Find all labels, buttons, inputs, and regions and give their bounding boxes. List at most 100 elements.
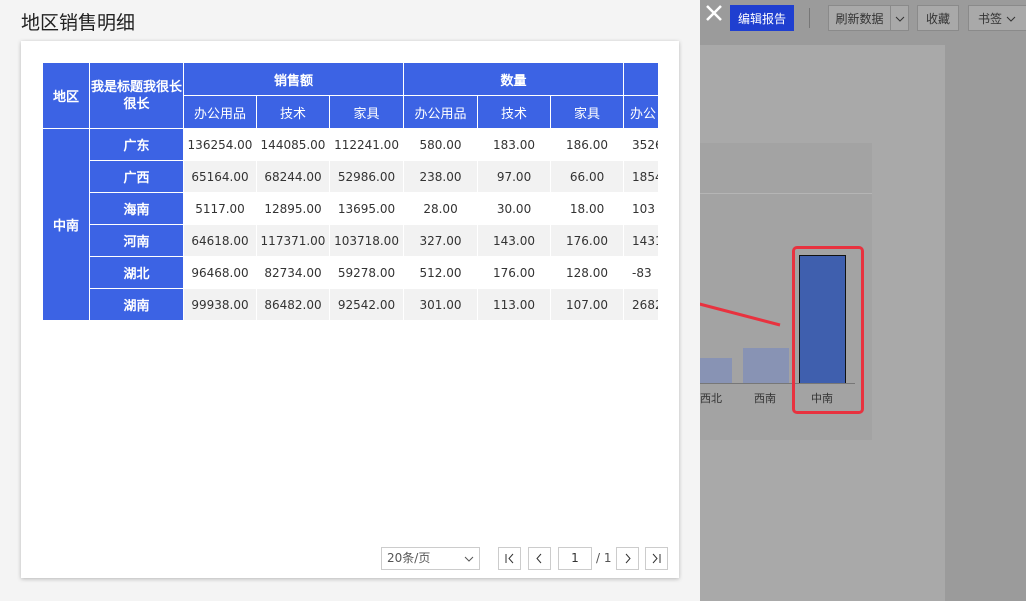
header-cell: 我是标题我很长很长 <box>89 62 184 129</box>
value-cell: 12895.00 <box>264 201 322 216</box>
column-header: 技术 <box>477 95 552 129</box>
value-cell: 1854 <box>623 160 658 193</box>
value-cell: 3526 <box>632 137 658 152</box>
data-row: 河南 64618.00 117371.00 103718.00 327.00 143.00… <box>43 224 658 257</box>
dialog: 地区销售明细 地区 我是标题我很长很长 销售额 数量 办公用品 技术 家具 办公用品 技术 家具办… <box>0 0 700 601</box>
value-cell: 68244.00 <box>256 160 330 193</box>
value-cell: 82734.00 <box>264 265 322 280</box>
bar <box>743 348 789 383</box>
column-header: 家具 <box>328 95 405 129</box>
chevron <box>1006 16 1016 22</box>
category-label: 西北 <box>700 392 722 405</box>
value-cell: 13695.00 <box>337 201 396 216</box>
value-cell: 65164.00 <box>183 160 257 193</box>
value-cell: 99938.00 <box>183 288 257 320</box>
value-cell: 86482.00 <box>256 288 330 320</box>
refresh-button[interactable]: 刷新数据 <box>828 5 891 31</box>
page-size-label: 20条/页 <box>387 551 431 565</box>
group-header: 销售额 <box>182 62 405 96</box>
header-cell: 地区 <box>42 62 90 129</box>
value-cell: 327.00 <box>403 224 478 257</box>
value-cell: 176.00 <box>550 224 624 257</box>
column-header: 办公用品 <box>183 95 257 129</box>
data-row: 湖北 96468.00 82734.00 59278.00 512.00 176.00 12… <box>43 256 659 289</box>
divider <box>700 193 872 194</box>
next-page-button[interactable] <box>616 547 639 570</box>
header-row: 地区 我是标题我很长很长 销售额 数量 <box>42 62 658 129</box>
group-header <box>623 62 658 96</box>
value-cell: 117371.00 <box>256 224 330 257</box>
data-table: 地区 我是标题我很长很长 销售额 数量 办公用品 技术 家具 办公用品 技术 家具 办公 中南 广东 13… <box>42 62 658 320</box>
column-header: 家具 <box>550 95 625 129</box>
group-header: 数量 <box>403 62 625 96</box>
value-cell: 30.00 <box>496 201 532 216</box>
value-cell: 92542.00 <box>329 288 404 320</box>
card: 地区 我是标题我很长很长 销售额 数量 办公用品 技术 家具 办公用品 技术 家具 办公 中南 广东 13… <box>21 41 679 578</box>
category-label: 西南 <box>754 392 776 405</box>
value-cell: 113.00 <box>477 288 551 320</box>
highlight-box <box>792 246 864 414</box>
value-cell: 59278.00 <box>337 265 396 280</box>
refresh-dropdown[interactable] <box>890 5 909 31</box>
bookmark-label: 书签 <box>978 12 1003 26</box>
table-container: 地区 我是标题我很长很长 销售额 数量 办公用品 技术 家具 办公用品 技术 家具 办公 中南 广东 13… <box>42 62 658 320</box>
province-cell: 河南 <box>89 224 184 257</box>
value-cell: 97.00 <box>477 160 551 193</box>
bar-highlighted <box>799 255 846 384</box>
value-cell: 301.00 <box>403 288 478 320</box>
bar <box>700 358 732 383</box>
value-cell: 176.00 <box>493 265 536 280</box>
page-total: / 1 <box>596 551 612 565</box>
edit-report-button[interactable]: 编辑报告 <box>730 5 794 31</box>
value-cell: 136254.00 <box>187 137 253 152</box>
header-row: 办公用品 技术 家具 办公用品 技术 家具 办公 <box>43 95 658 129</box>
data-row: 广西 65164.00 68244.00 52986.00 238.00 97.00 66.… <box>43 160 658 193</box>
value-cell: 183.00 <box>493 137 536 152</box>
column-header: 技术 <box>256 95 330 129</box>
value-cell: 144085.00 <box>260 137 326 152</box>
value-cell: 512.00 <box>419 265 462 280</box>
value-cell: 103 <box>632 201 655 216</box>
value-cell: 186.00 <box>566 137 609 152</box>
value-cell: 18.00 <box>569 201 605 216</box>
bookmark-button[interactable]: 书签 <box>968 5 1026 31</box>
value-cell: 103718.00 <box>329 224 404 257</box>
province-cell: 广西 <box>89 160 184 193</box>
page-input[interactable]: 1 <box>558 547 592 570</box>
region-cell: 中南 <box>42 128 90 320</box>
value-cell: 238.00 <box>403 160 478 193</box>
province-cell: 湖南 <box>89 288 184 320</box>
value-cell: 5117.00 <box>195 201 245 216</box>
data-row: 湖南 99938.00 86482.00 92542.00 301.00 113.00 10… <box>43 288 658 320</box>
value-cell: 107.00 <box>550 288 624 320</box>
value-cell: 112241.00 <box>334 137 399 152</box>
value-cell: 143.00 <box>477 224 551 257</box>
first-page-button[interactable] <box>498 547 521 570</box>
chevron <box>464 556 474 562</box>
value-cell: 128.00 <box>566 265 609 280</box>
value-cell: 28.00 <box>423 201 458 216</box>
data-row: 海南 5117.00 12895.00 13695.00 28.00 30.00 18.00… <box>43 192 659 225</box>
province-cell: 湖北 <box>89 256 184 289</box>
chevron <box>895 16 904 22</box>
column-header: 办公用品 <box>403 95 479 129</box>
close-button[interactable] <box>704 3 724 23</box>
arrow-line <box>687 299 781 327</box>
favorite-button[interactable]: 收藏 <box>917 5 959 31</box>
last-page-button[interactable] <box>645 547 668 570</box>
value-cell: 64618.00 <box>183 224 257 257</box>
page-size-select[interactable]: 20条/页 <box>381 547 480 570</box>
separator <box>809 8 810 28</box>
value-cell: 52986.00 <box>329 160 404 193</box>
value-cell: 66.00 <box>550 160 624 193</box>
dialog-title: 地区销售明细 <box>21 12 136 34</box>
category-label: 中南 <box>811 392 833 405</box>
column-header: 办公 <box>623 95 658 129</box>
axis-line <box>700 383 855 384</box>
value-cell: 580.00 <box>419 137 462 152</box>
prev-page-button[interactable] <box>528 547 551 570</box>
province-cell: 广东 <box>89 128 184 161</box>
